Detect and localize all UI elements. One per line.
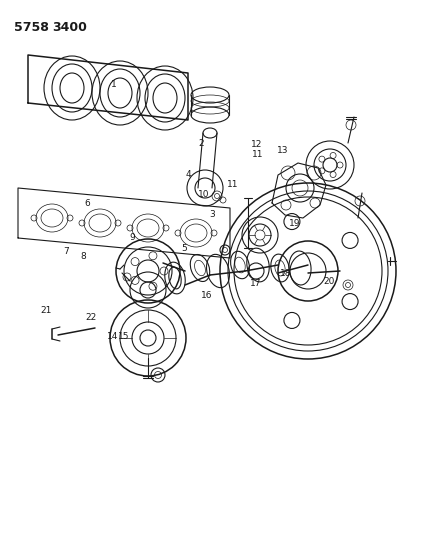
Text: 3: 3	[209, 210, 215, 219]
Text: 11: 11	[227, 181, 238, 189]
Text: 1: 1	[110, 80, 116, 88]
Text: 3400: 3400	[52, 21, 87, 34]
Text: 10: 10	[199, 190, 210, 199]
Text: 13: 13	[277, 146, 288, 155]
Text: 22: 22	[86, 313, 97, 321]
Text: 18: 18	[280, 269, 291, 278]
Text: 14: 14	[107, 333, 118, 341]
Text: 21: 21	[41, 306, 52, 314]
Text: 12: 12	[251, 141, 262, 149]
Text: 16: 16	[201, 292, 212, 300]
Text: 4: 4	[185, 171, 191, 179]
Text: 17: 17	[250, 279, 262, 288]
Text: 7: 7	[63, 247, 69, 256]
Text: 5758: 5758	[14, 21, 49, 34]
Text: 11: 11	[253, 150, 264, 159]
Text: 5: 5	[181, 245, 187, 253]
Text: 20: 20	[323, 277, 334, 286]
Text: 15: 15	[119, 333, 130, 341]
Text: 6: 6	[85, 199, 91, 208]
Text: 2: 2	[198, 140, 204, 148]
Text: 8: 8	[80, 253, 86, 261]
Text: 9: 9	[130, 233, 136, 241]
Text: 19: 19	[289, 220, 300, 228]
